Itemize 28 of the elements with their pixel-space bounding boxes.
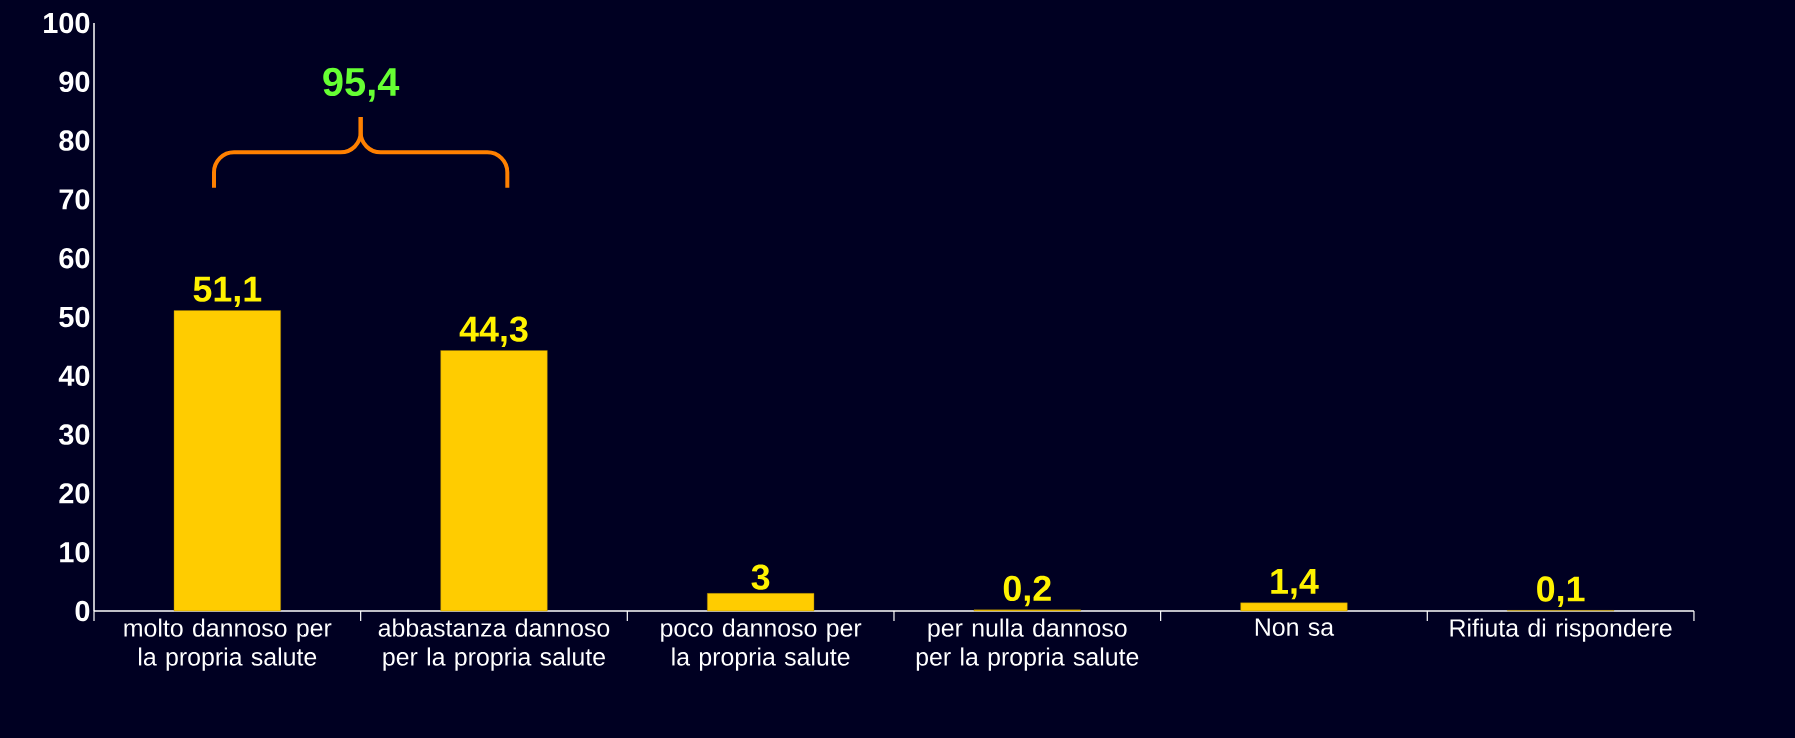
x-tick-label: per nulla dannoso per la propria salute xyxy=(916,618,1139,671)
y-tick-label: 20 xyxy=(59,483,90,504)
y-tick-label: 0 xyxy=(75,600,90,622)
x-tick-label: abbastanza dannoso per la propria salute xyxy=(378,618,610,671)
y-tick-label: 90 xyxy=(59,71,90,93)
data-label: 0,2 xyxy=(1003,575,1051,607)
annotation: 95,4 xyxy=(323,67,400,102)
x-tick-label: Non sa xyxy=(1255,618,1335,636)
y-tick-label: 60 xyxy=(59,247,90,269)
y-tick-label: 40 xyxy=(58,365,90,387)
data-label: 51,1 xyxy=(193,276,262,307)
bar xyxy=(707,593,815,612)
y-tick-label: 50 xyxy=(59,306,90,328)
data-label: 3 xyxy=(751,564,770,590)
y-tick-label: 10 xyxy=(60,541,90,563)
y-tick-label: 30 xyxy=(59,424,90,445)
bar xyxy=(440,350,548,612)
bar xyxy=(173,310,281,612)
data-label: 0,1 xyxy=(1537,576,1585,607)
data-label: 44,3 xyxy=(459,316,528,347)
y-tick-label: 70 xyxy=(59,189,90,210)
y-tick-label: 80 xyxy=(59,130,90,151)
bar xyxy=(1240,602,1348,612)
x-tick-label: poco dannoso per la propria salute xyxy=(661,618,862,671)
x-tick-label: Rifiuta di rispondere xyxy=(1450,618,1672,642)
data-label: 1,4 xyxy=(1271,569,1319,600)
x-tick-label: molto dannoso per la propria salute xyxy=(124,618,332,671)
y-tick-label: 100 xyxy=(44,12,90,34)
